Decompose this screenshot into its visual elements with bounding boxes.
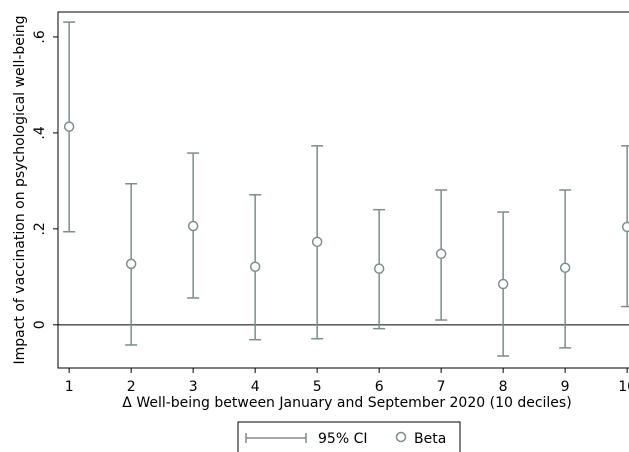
beta-marker (125, 258, 137, 270)
x-tick-label: 6 (375, 379, 384, 395)
legend-box (237, 421, 461, 452)
beta-marker (187, 220, 199, 232)
beta-marker (249, 261, 261, 273)
legend-beta-marker (395, 431, 407, 443)
x-tick-label: 10 (618, 379, 629, 395)
y-tick-label: .4 (32, 126, 48, 139)
x-tick-label: 8 (499, 379, 508, 395)
y-tick-label: .6 (32, 30, 48, 43)
x-tick-label: 4 (251, 379, 260, 395)
plot-frame (57, 11, 629, 369)
beta-marker (311, 236, 323, 248)
y-tick-label: 0 (32, 320, 48, 329)
y-axis-label: Impact of vaccination on psychological w… (12, 15, 28, 364)
beta-marker (559, 262, 571, 273)
beta-marker (497, 278, 509, 290)
x-axis-label: Δ Well-being between January and Septemb… (122, 395, 571, 411)
beta-marker (621, 221, 629, 233)
x-tick-label: 7 (437, 379, 446, 395)
x-tick-label: 9 (561, 379, 570, 395)
beta-marker (435, 248, 447, 260)
y-tick-label: .2 (32, 222, 48, 235)
beta-marker (373, 263, 385, 274)
legend-label: 95% CI (318, 431, 367, 447)
beta-marker (63, 121, 75, 132)
x-tick-label: 2 (127, 379, 136, 395)
x-tick-label: 3 (189, 379, 198, 395)
x-tick-label: 5 (313, 379, 322, 395)
legend-label: Beta (414, 431, 446, 447)
x-tick-label: 1 (65, 379, 74, 395)
